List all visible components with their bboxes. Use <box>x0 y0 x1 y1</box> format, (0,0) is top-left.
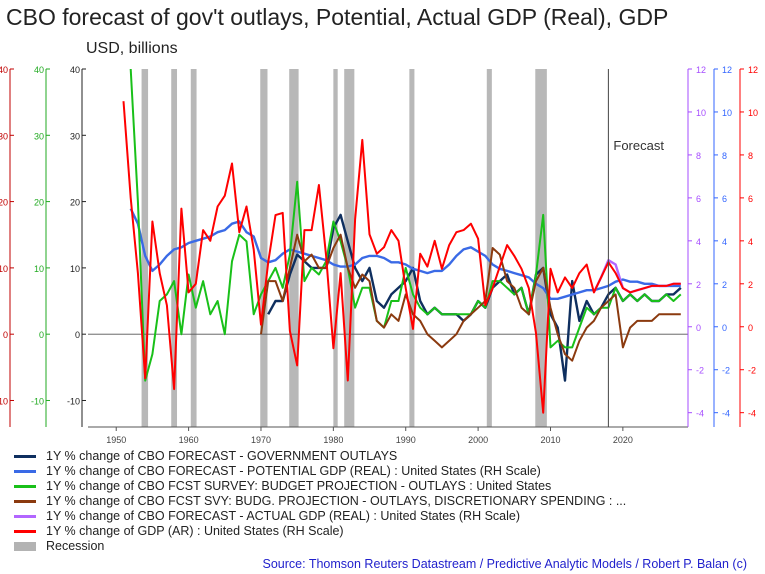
legend-swatch <box>14 500 36 503</box>
legend-label: 1Y % change of CBO FCST SVY: BUDG. PROJE… <box>46 494 627 508</box>
right-tick-label: 4 <box>748 237 753 247</box>
left-tick-label: 0 <box>39 330 44 340</box>
x-tick-label: 2020 <box>613 435 633 445</box>
right-tick-label: 2 <box>722 280 727 290</box>
left-tick-label: 30 <box>70 131 80 141</box>
left-tick-label: 0 <box>75 330 80 340</box>
left-tick-label: -10 <box>67 396 80 406</box>
right-tick-label: 4 <box>696 237 701 247</box>
recession-band <box>190 69 197 427</box>
x-tick-label: 1980 <box>323 435 343 445</box>
left-tick-label: 20 <box>0 198 8 208</box>
x-tick-label: 1990 <box>396 435 416 445</box>
series-line-2 <box>129 208 681 300</box>
legend-item: Recession <box>14 539 626 554</box>
legend-swatch <box>14 485 36 488</box>
right-tick-label: 0 <box>722 323 727 333</box>
legend-label: 1Y % change of CBO FORECAST - POTENTIAL … <box>46 464 541 478</box>
right-tick-label: 8 <box>696 151 701 161</box>
right-tick-label: 0 <box>748 323 753 333</box>
left-tick-label: 30 <box>0 131 8 141</box>
legend-label: 1Y % change of CBO FORECAST - GOVERNMENT… <box>46 449 398 463</box>
left-tick-label: 10 <box>70 264 80 274</box>
legend-item: 1Y % change of CBO FORECAST - POTENTIAL … <box>14 464 626 479</box>
left-tick-label: -10 <box>31 396 44 406</box>
right-tick-label: 4 <box>722 237 727 247</box>
series-line-6 <box>122 101 681 414</box>
left-tick-label: 40 <box>70 65 80 75</box>
right-tick-label: 12 <box>696 65 706 75</box>
legend-item: 1Y % change of CBO FORECAST - GOVERNMENT… <box>14 449 626 464</box>
x-tick-label: 1950 <box>106 435 126 445</box>
left-tick-label: 10 <box>34 264 44 274</box>
x-tick-label: 1960 <box>179 435 199 445</box>
legend-label: 1Y % change of CBO FORECAST - ACTUAL GDP… <box>46 509 521 523</box>
right-tick-label: 0 <box>696 323 701 333</box>
axes: 19501960197019801990200020102020-1001020… <box>0 65 758 445</box>
series-line-4 <box>260 233 681 362</box>
right-tick-label: 2 <box>696 280 701 290</box>
right-tick-label: 8 <box>722 151 727 161</box>
right-tick-label: 10 <box>722 108 732 118</box>
right-tick-label: 6 <box>696 194 701 204</box>
legend-swatch <box>14 530 36 533</box>
legend-swatch <box>14 470 36 473</box>
recession-band <box>535 69 547 427</box>
right-tick-label: 10 <box>748 108 758 118</box>
legend-item: 1Y % change of CBO FCST SURVEY: BUDGET P… <box>14 479 626 494</box>
left-tick-label: 40 <box>34 65 44 75</box>
x-tick-label: 2000 <box>468 435 488 445</box>
left-tick-label: 20 <box>70 198 80 208</box>
annotations: Forecast <box>607 69 664 427</box>
legend-swatch <box>14 455 36 458</box>
left-tick-label: 0 <box>3 330 8 340</box>
series-lines <box>122 68 682 414</box>
legend-swatch <box>14 515 36 518</box>
legend-item: 1Y % change of GDP (AR) : United States … <box>14 524 626 539</box>
legend-label: 1Y % change of CBO FCST SURVEY: BUDGET P… <box>46 479 552 493</box>
chart-title: CBO forecast of gov't outlays, Potential… <box>6 4 669 30</box>
recession-band <box>171 69 178 427</box>
legend-item: 1Y % change of CBO FORECAST - ACTUAL GDP… <box>14 509 626 524</box>
left-tick-label: 20 <box>34 198 44 208</box>
legend-item: 1Y % change of CBO FCST SVY: BUDG. PROJE… <box>14 494 626 509</box>
right-tick-label: 2 <box>748 280 753 290</box>
left-tick-label: 30 <box>34 131 44 141</box>
recession-band <box>333 69 338 427</box>
right-tick-label: -2 <box>722 366 730 376</box>
left-tick-label: -10 <box>0 396 8 406</box>
right-tick-label: -4 <box>722 409 730 419</box>
right-tick-label: 12 <box>748 65 758 75</box>
legend-label: 1Y % change of GDP (AR) : United States … <box>46 524 344 538</box>
legend-label: Recession <box>46 539 105 553</box>
source-credit: Source: Thomson Reuters Datastream / Pre… <box>262 557 747 571</box>
recession-band <box>141 69 149 427</box>
right-tick-label: 12 <box>722 65 732 75</box>
right-tick-label: 8 <box>748 151 753 161</box>
right-tick-label: 6 <box>748 194 753 204</box>
right-tick-label: -4 <box>696 409 704 419</box>
recession-band <box>409 69 415 427</box>
x-tick-label: 1970 <box>251 435 271 445</box>
recession-band <box>260 69 268 427</box>
right-tick-label: -2 <box>696 366 704 376</box>
forecast-label: Forecast <box>613 138 664 153</box>
chart-canvas: 19501960197019801990200020102020-1001020… <box>0 65 758 445</box>
legend-swatch <box>14 542 36 551</box>
left-tick-label: 10 <box>0 264 8 274</box>
right-tick-label: -2 <box>748 366 756 376</box>
right-tick-label: 6 <box>722 194 727 204</box>
units-label: USD, billions <box>86 40 178 57</box>
right-tick-label: 10 <box>696 108 706 118</box>
left-tick-label: 40 <box>0 65 8 75</box>
legend: 1Y % change of CBO FORECAST - GOVERNMENT… <box>14 449 626 554</box>
right-tick-label: -4 <box>748 409 756 419</box>
series-line-3 <box>129 68 682 382</box>
recession-band <box>486 69 492 427</box>
x-tick-label: 2010 <box>540 435 560 445</box>
